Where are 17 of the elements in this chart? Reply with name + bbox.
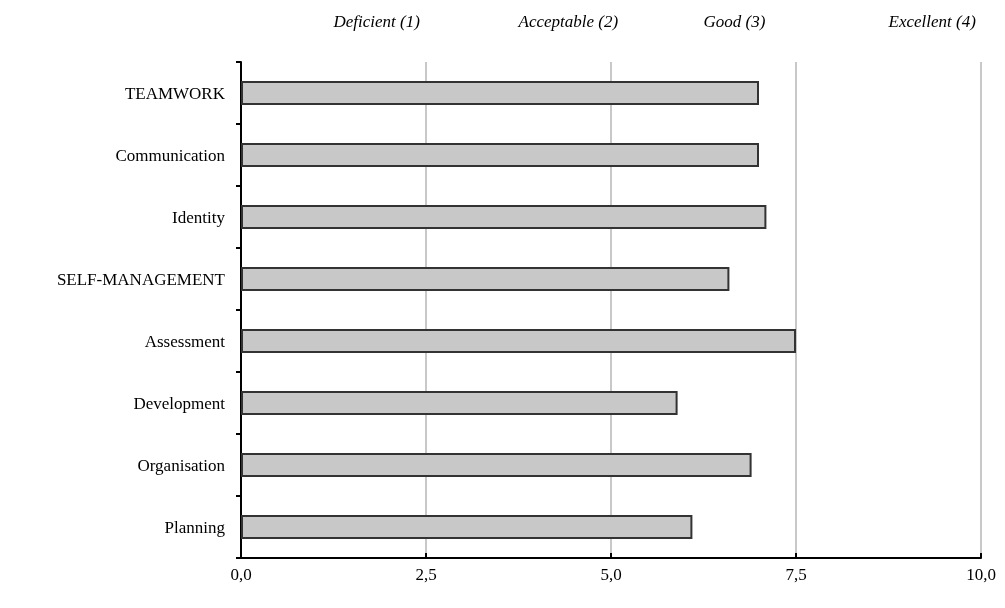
y-tick-label: Organisation bbox=[137, 455, 226, 475]
text: Acceptable (2) bbox=[517, 12, 619, 31]
text: Excellent (4) bbox=[887, 12, 977, 31]
text: Deficient (1) bbox=[332, 12, 421, 31]
y-tick-label: Planning bbox=[164, 517, 226, 537]
y-tick-label: Communication bbox=[115, 145, 226, 165]
x-tick-label: 0,0 bbox=[230, 565, 252, 584]
y-tick-label: Identity bbox=[172, 207, 226, 227]
x-tick-label: 5,0 bbox=[600, 565, 622, 584]
text: Good (3) bbox=[703, 12, 766, 31]
x-tick-label: 2,5 bbox=[415, 565, 437, 584]
y-tick-label: Assessment bbox=[144, 331, 226, 351]
y-tick-label: TEAMWORK bbox=[124, 83, 226, 103]
x-tick-label: 10,0 bbox=[966, 565, 996, 584]
x-tick-label: 7,5 bbox=[785, 565, 807, 584]
y-tick-label: Development bbox=[133, 393, 226, 413]
y-tick-label: SELF-MANAGEMENT bbox=[56, 269, 226, 289]
